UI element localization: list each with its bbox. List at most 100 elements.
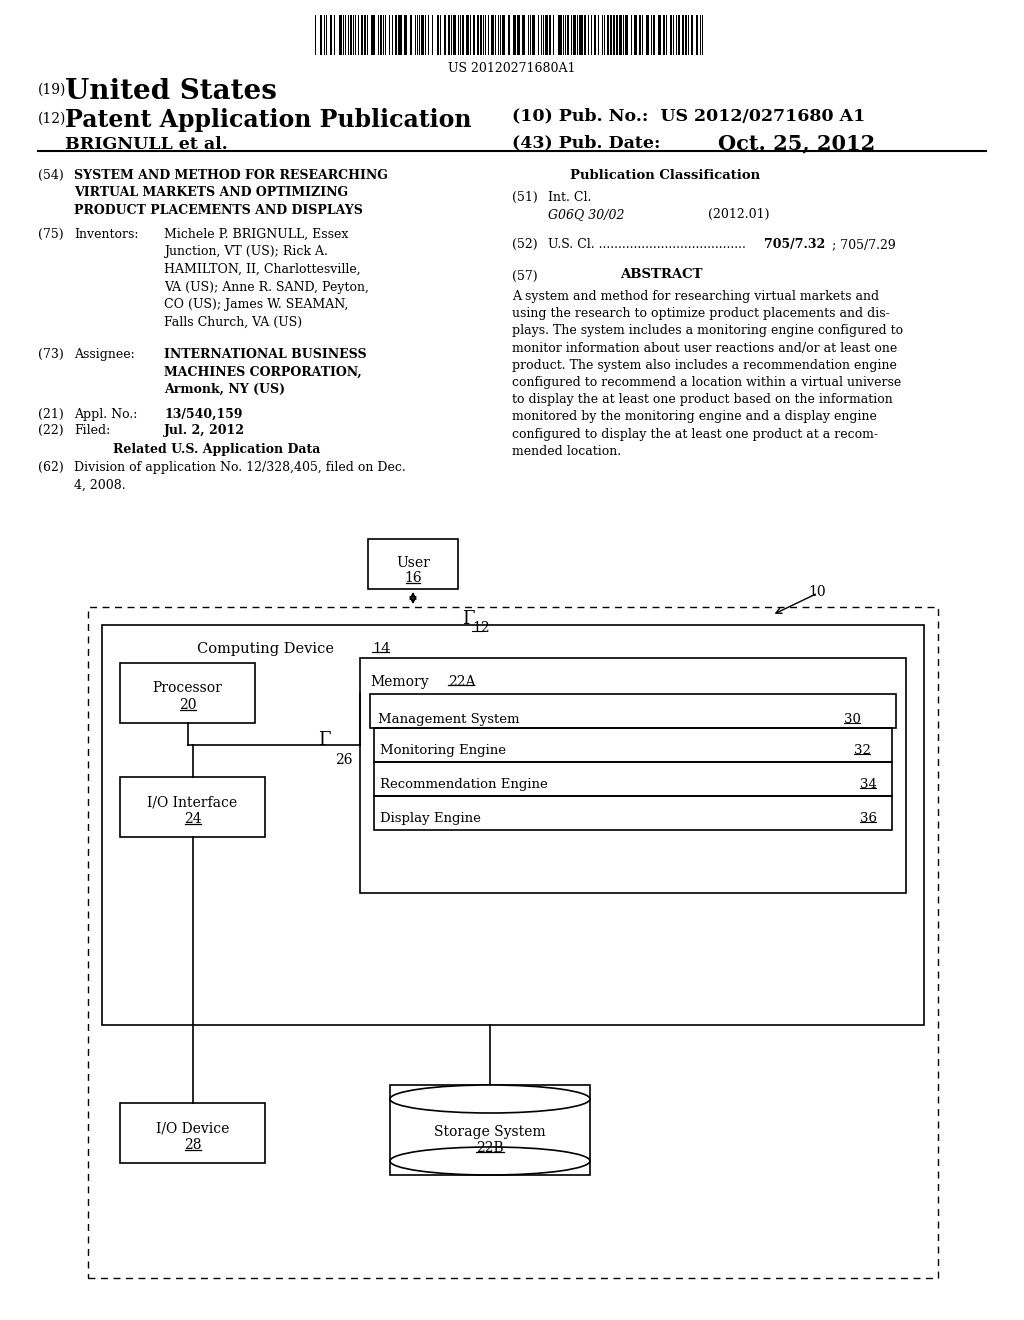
Bar — [480, 15, 482, 55]
Bar — [368, 539, 458, 589]
Text: Filed:: Filed: — [74, 424, 111, 437]
Bar — [410, 15, 412, 55]
Text: Appl. No.:: Appl. No.: — [74, 408, 137, 421]
Bar — [634, 15, 637, 55]
Bar — [490, 15, 494, 55]
Text: U.S. Cl. ......................................: U.S. Cl. ...............................… — [548, 238, 745, 251]
Bar — [678, 15, 680, 55]
Bar — [421, 15, 424, 55]
Bar — [670, 15, 672, 55]
Text: 22A: 22A — [449, 675, 475, 689]
Bar — [398, 15, 402, 55]
Text: Processor: Processor — [153, 681, 222, 696]
Text: 20: 20 — [179, 698, 197, 711]
Text: 22B: 22B — [476, 1140, 504, 1155]
Text: Assignee:: Assignee: — [74, 348, 135, 360]
Text: 32: 32 — [854, 744, 870, 756]
Bar — [466, 15, 469, 55]
Bar — [339, 15, 342, 55]
Text: I/O Interface: I/O Interface — [147, 795, 238, 809]
Bar — [120, 663, 255, 723]
Bar — [573, 15, 575, 55]
Bar — [449, 15, 450, 55]
Bar — [330, 15, 332, 55]
Bar — [319, 15, 322, 55]
Text: Monitoring Engine: Monitoring Engine — [380, 744, 506, 756]
Bar — [395, 15, 397, 55]
Bar — [594, 15, 596, 55]
Text: 28: 28 — [183, 1138, 202, 1152]
Bar — [513, 15, 516, 55]
Bar — [374, 796, 892, 830]
Bar — [360, 657, 906, 894]
Text: Inventors:: Inventors: — [74, 228, 138, 242]
Text: Γ: Γ — [318, 731, 331, 748]
Text: Int. Cl.: Int. Cl. — [548, 191, 592, 205]
Text: Memory: Memory — [370, 675, 429, 689]
Text: (54): (54) — [38, 169, 63, 182]
Text: Storage System: Storage System — [434, 1125, 546, 1139]
Bar — [691, 15, 693, 55]
Bar — [120, 1104, 265, 1163]
Bar — [618, 15, 622, 55]
Text: (57): (57) — [512, 271, 538, 282]
Text: 12: 12 — [472, 620, 489, 635]
Ellipse shape — [390, 1085, 590, 1113]
Bar — [685, 15, 687, 55]
Bar — [584, 15, 586, 55]
Bar — [374, 729, 892, 762]
Bar — [364, 15, 366, 55]
Text: US 20120271680A1: US 20120271680A1 — [449, 62, 575, 75]
Text: (19): (19) — [38, 83, 67, 96]
Bar — [607, 15, 609, 55]
Text: ABSTRACT: ABSTRACT — [620, 268, 702, 281]
Bar — [625, 15, 628, 55]
Bar — [88, 607, 938, 1278]
Bar — [558, 15, 562, 55]
Bar — [610, 15, 612, 55]
Bar — [549, 15, 551, 55]
Text: INTERNATIONAL BUSINESS
MACHINES CORPORATION,
Armonk, NY (US): INTERNATIONAL BUSINESS MACHINES CORPORAT… — [164, 348, 367, 396]
Bar — [444, 15, 446, 55]
Bar — [477, 15, 479, 55]
Bar — [522, 15, 525, 55]
Text: Computing Device: Computing Device — [197, 642, 334, 656]
Text: 34: 34 — [860, 777, 877, 791]
Text: (52): (52) — [512, 238, 538, 251]
Text: 24: 24 — [183, 812, 202, 826]
Text: (62): (62) — [38, 461, 63, 474]
Text: (22): (22) — [38, 424, 63, 437]
Text: (10) Pub. No.:  US 2012/0271680 A1: (10) Pub. No.: US 2012/0271680 A1 — [512, 107, 865, 124]
Bar — [517, 15, 520, 55]
Bar — [616, 15, 618, 55]
Text: SYSTEM AND METHOD FOR RESEARCHING
VIRTUAL MARKETS AND OPTIMIZING
PRODUCT PLACEME: SYSTEM AND METHOD FOR RESEARCHING VIRTUA… — [74, 169, 388, 216]
Bar — [380, 15, 382, 55]
Bar — [473, 15, 475, 55]
Text: I/O Device: I/O Device — [156, 1121, 229, 1135]
Text: (51): (51) — [512, 191, 538, 205]
Bar — [613, 15, 615, 55]
Text: Oct. 25, 2012: Oct. 25, 2012 — [718, 133, 876, 153]
Text: United States: United States — [65, 78, 276, 106]
Text: (75): (75) — [38, 228, 63, 242]
Text: 705/7.32: 705/7.32 — [764, 238, 825, 251]
Bar — [696, 15, 698, 55]
Bar — [374, 762, 892, 796]
Bar — [404, 15, 407, 55]
Bar — [567, 15, 569, 55]
Bar — [120, 777, 265, 837]
Text: Management System: Management System — [378, 713, 519, 726]
Text: Display Engine: Display Engine — [380, 812, 481, 825]
Text: 36: 36 — [860, 812, 877, 825]
Bar — [453, 15, 456, 55]
Bar — [639, 15, 641, 55]
Text: Publication Classification: Publication Classification — [570, 169, 760, 182]
Text: (21): (21) — [38, 408, 63, 421]
Bar — [502, 15, 505, 55]
Bar — [682, 15, 684, 55]
Bar — [653, 15, 655, 55]
Bar — [102, 624, 924, 1026]
Text: Jul. 2, 2012: Jul. 2, 2012 — [164, 424, 245, 437]
Bar — [390, 1085, 590, 1175]
Text: Related U.S. Application Data: Related U.S. Application Data — [113, 444, 321, 455]
